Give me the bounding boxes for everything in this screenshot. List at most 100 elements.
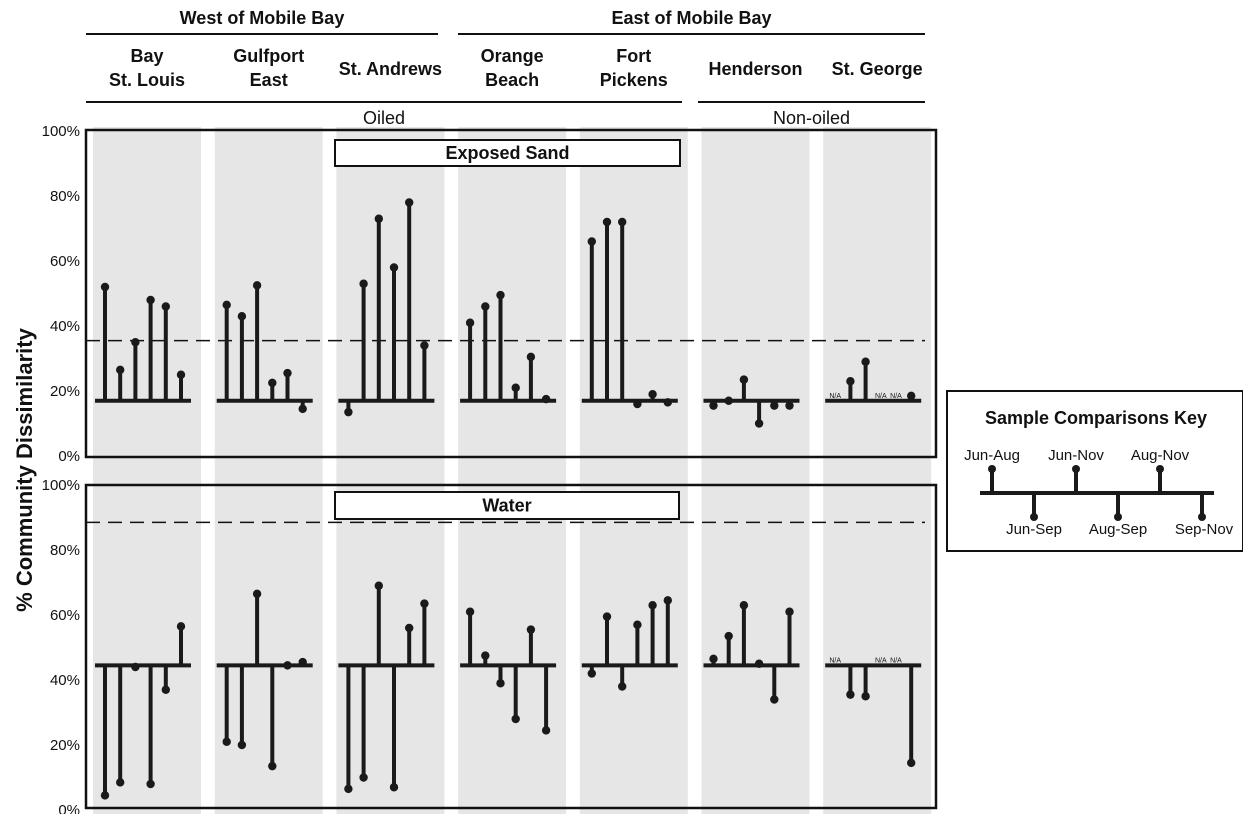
y-tick-label: 100% xyxy=(42,123,80,140)
lollipop-point xyxy=(754,659,764,668)
lollipop-point xyxy=(633,620,642,629)
lollipop-point xyxy=(405,198,414,207)
y-tick-label: 80% xyxy=(50,188,80,205)
site-band-6 xyxy=(701,127,810,814)
missing-value-label: N/A xyxy=(890,657,902,664)
y-tick-label: 60% xyxy=(50,607,80,624)
lollipop-point xyxy=(648,390,657,399)
lollipop-point xyxy=(754,419,764,428)
lollipop-point xyxy=(481,651,490,660)
lollipop-point xyxy=(100,791,110,800)
lollipop-point xyxy=(511,714,520,724)
site-label: Fort xyxy=(616,46,651,66)
site-band-1 xyxy=(93,127,201,814)
lollipop-point xyxy=(374,214,383,223)
y-axis-label: % Community Dissimilarity xyxy=(12,327,37,611)
lollipop-point xyxy=(389,263,399,272)
lollipop-point xyxy=(541,394,551,404)
panel-title-box xyxy=(334,491,680,520)
y-tick-label: 0% xyxy=(58,802,80,814)
key-frame xyxy=(946,390,1243,552)
lollipop-point xyxy=(222,300,231,310)
y-tick-label: 60% xyxy=(50,253,80,270)
lollipop-point xyxy=(648,601,657,610)
lollipop-point xyxy=(161,302,170,311)
lollipop-point xyxy=(785,607,794,616)
lollipop-point xyxy=(739,601,749,610)
lollipop-point xyxy=(663,596,672,605)
lollipop-point xyxy=(237,740,247,750)
site-label: East xyxy=(250,70,288,90)
lollipop-point xyxy=(359,279,368,288)
lollipop-point xyxy=(268,378,277,388)
lollipop-point xyxy=(146,779,155,789)
lollipop-point xyxy=(709,401,718,410)
y-tick-label: 40% xyxy=(50,672,80,689)
lollipop-point xyxy=(526,625,536,634)
lollipop-point xyxy=(663,398,672,407)
key-point xyxy=(1156,465,1164,473)
lollipop-point xyxy=(344,407,353,417)
lollipop-point xyxy=(633,399,642,409)
lollipop-point xyxy=(176,370,186,379)
site-band-3 xyxy=(336,127,445,814)
lollipop-point xyxy=(709,654,718,664)
lollipop-point xyxy=(283,661,292,670)
lollipop-point xyxy=(420,341,429,350)
key-label-above: Jun-Aug xyxy=(964,447,1020,464)
key-point xyxy=(1072,465,1080,473)
lollipop-point xyxy=(770,401,779,410)
key-label-below: Aug-Sep xyxy=(1089,521,1147,538)
lollipop-point xyxy=(496,679,505,688)
site-band-7 xyxy=(823,127,932,814)
lollipop-point xyxy=(252,589,262,599)
site-label: Gulfport xyxy=(233,46,304,66)
key-point xyxy=(1198,513,1206,521)
lollipop-point xyxy=(298,657,307,667)
lollipop-point xyxy=(131,662,140,672)
y-tick-label: 40% xyxy=(50,318,80,335)
missing-value-label: N/A xyxy=(875,657,887,664)
key-label-below: Sep-Nov xyxy=(1175,521,1234,538)
lollipop-point xyxy=(770,695,779,704)
lollipop-point xyxy=(724,396,733,405)
lollipop-point xyxy=(283,368,292,378)
lollipop-point xyxy=(846,377,855,386)
lollipop-point xyxy=(131,338,140,347)
lollipop-point xyxy=(481,302,490,311)
site-label: Henderson xyxy=(708,59,802,79)
y-tick-label: 20% xyxy=(50,383,80,400)
key-point xyxy=(1114,513,1122,521)
lollipop-point xyxy=(359,773,368,782)
site-band-5 xyxy=(579,127,688,814)
region-group-label: East of Mobile Bay xyxy=(611,8,771,28)
lollipop-point xyxy=(907,758,916,768)
lollipop-point xyxy=(846,690,855,699)
key-point xyxy=(988,465,996,473)
panel-title: Exposed Sand xyxy=(445,143,569,163)
lollipop-point xyxy=(465,607,475,616)
site-label: Pickens xyxy=(600,70,668,90)
lollipop-point xyxy=(785,401,794,410)
lollipop-point xyxy=(541,726,551,735)
y-tick-label: 0% xyxy=(58,448,80,465)
lollipop-point xyxy=(511,383,520,392)
lollipop-point xyxy=(496,290,505,300)
oiling-group-label: Oiled xyxy=(363,108,405,128)
lollipop-point xyxy=(268,761,277,771)
panel-title: Water xyxy=(482,496,531,516)
y-tick-label: 20% xyxy=(50,737,80,754)
lollipop-point xyxy=(374,581,383,590)
lollipop-point xyxy=(161,685,170,694)
site-band-2 xyxy=(214,127,323,814)
site-label: Orange xyxy=(481,46,544,66)
key-title: Sample Comparisons Key xyxy=(985,408,1207,428)
lollipop-point xyxy=(116,365,125,375)
lollipop-point xyxy=(618,682,627,691)
lollipop-point xyxy=(465,318,475,327)
site-label: Bay xyxy=(130,46,163,66)
site-band-4 xyxy=(458,127,567,814)
